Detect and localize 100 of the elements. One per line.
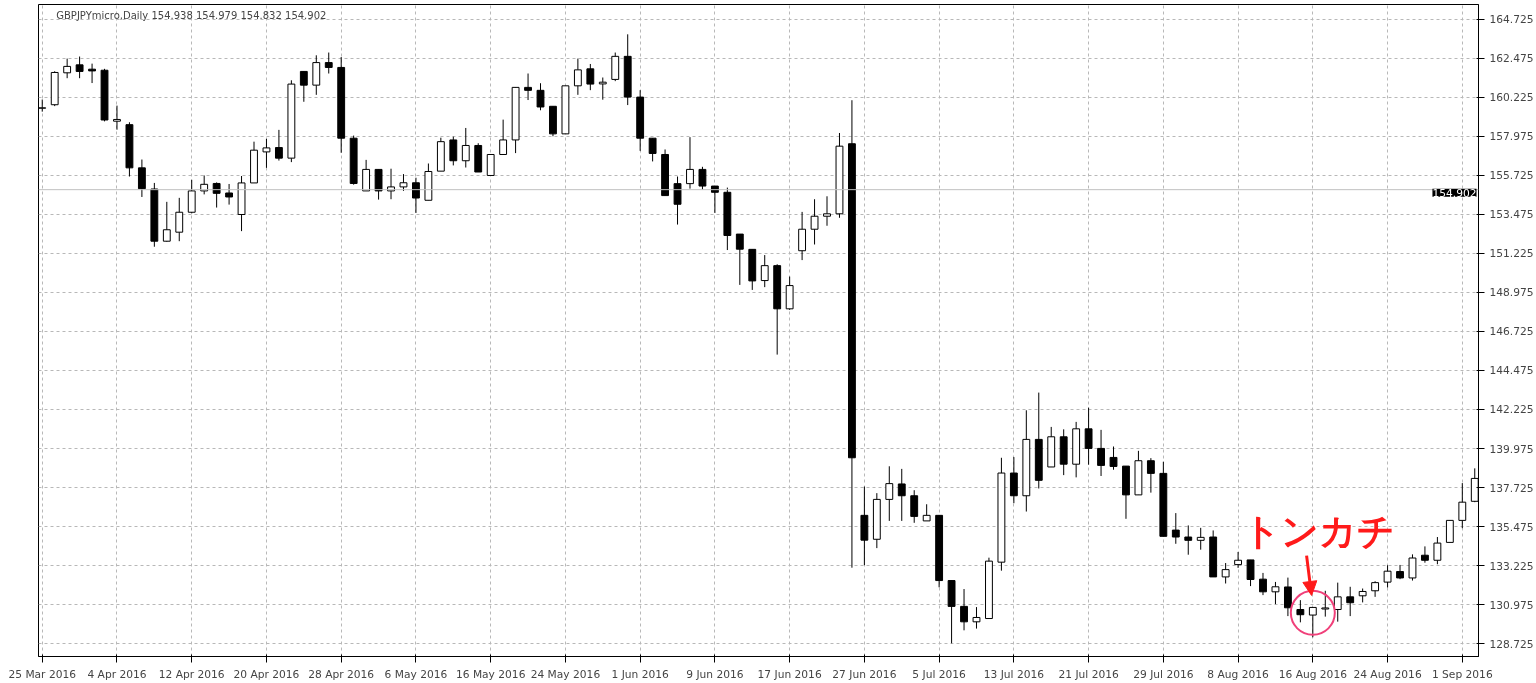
candlestick xyxy=(673,176,682,226)
y-tick-label: 135.475 xyxy=(1489,520,1534,534)
candlestick xyxy=(1408,553,1417,582)
candlestick xyxy=(1333,582,1342,623)
candlestick xyxy=(63,58,72,79)
candlestick xyxy=(412,177,420,214)
candlestick xyxy=(88,63,96,84)
candlestick xyxy=(113,105,121,131)
y-tick-label: 133.225 xyxy=(1489,559,1534,573)
candlestick xyxy=(1234,551,1243,569)
x-tick-label: 8 Aug 2016 xyxy=(1207,667,1270,681)
candlestick xyxy=(1184,524,1193,556)
candlestick xyxy=(374,168,383,201)
candlestick xyxy=(536,82,545,111)
x-tick-label: 27 Jun 2016 xyxy=(832,667,897,681)
candlestick xyxy=(75,56,84,79)
candlestick xyxy=(1271,581,1280,605)
y-tick-label: 142.225 xyxy=(1489,403,1534,417)
candlestick xyxy=(1196,527,1205,551)
candlestick xyxy=(1259,572,1267,596)
x-tick-label: 17 Jun 2016 xyxy=(757,667,822,681)
candlestick xyxy=(598,77,607,101)
candlestick xyxy=(698,166,707,191)
candlestick xyxy=(1283,577,1292,617)
x-tick-label: 16 Aug 2016 xyxy=(1278,667,1348,681)
y-tick-label: 139.975 xyxy=(1489,442,1534,456)
candlestick xyxy=(274,129,283,162)
candlestick xyxy=(810,198,819,245)
y-tick-label: 160.225 xyxy=(1489,91,1534,105)
ref-line-label: 154.902 xyxy=(1432,186,1477,200)
x-tick-label: 6 May 2016 xyxy=(384,667,448,681)
x-tick-label: 25 Mar 2016 xyxy=(8,667,77,681)
x-tick-label: 24 May 2016 xyxy=(530,667,601,681)
y-tick-label: 128.725 xyxy=(1489,637,1534,651)
candlestick xyxy=(785,276,794,311)
candlestick xyxy=(461,127,470,168)
candlestick xyxy=(1246,559,1255,587)
candlestick xyxy=(486,153,495,176)
candlestick xyxy=(573,58,582,96)
candlestick xyxy=(823,195,831,227)
candlestick xyxy=(1097,429,1105,477)
x-tick-label: 4 Apr 2016 xyxy=(87,667,147,681)
candlestick xyxy=(162,201,171,243)
x-tick-label: 12 Apr 2016 xyxy=(158,667,225,681)
candlestick xyxy=(1383,564,1392,588)
x-tick-label: 5 Jul 2016 xyxy=(912,667,967,681)
candlestick xyxy=(1221,562,1230,584)
candlestick xyxy=(960,588,968,631)
y-tick-label: 148.975 xyxy=(1489,286,1534,300)
candlestick xyxy=(798,211,807,261)
candlestick xyxy=(1321,590,1330,618)
y-tick-label: 155.725 xyxy=(1489,169,1534,183)
candlestick xyxy=(1445,519,1454,543)
candlestick xyxy=(735,233,744,286)
candlestick xyxy=(1171,512,1180,545)
candlestick xyxy=(1346,586,1355,617)
y-tick-label: 162.475 xyxy=(1489,52,1534,66)
candlestick xyxy=(262,138,271,169)
candlestick xyxy=(1421,545,1429,564)
candlestick xyxy=(710,185,719,214)
y-tick-label: 164.725 xyxy=(1489,13,1534,27)
candlestick xyxy=(897,468,906,522)
candlestick xyxy=(760,254,769,288)
candlestick xyxy=(362,159,371,192)
candlestick xyxy=(1009,456,1018,504)
candlestick xyxy=(187,179,196,214)
candlestick xyxy=(175,197,184,242)
text: GBPJPYmicro,Daily 154.938 154.979 154.832 154.902 xyxy=(56,9,327,21)
candlestick xyxy=(1433,536,1442,565)
y-tick-label: 137.725 xyxy=(1489,481,1534,495)
x-tick-label: 20 Apr 2016 xyxy=(233,667,300,681)
candlestick xyxy=(1146,457,1155,494)
x-tick-label: 9 Jun 2016 xyxy=(686,667,744,681)
x-tick-label: 29 Jul 2016 xyxy=(1133,667,1194,681)
candlestick xyxy=(648,137,657,162)
y-tick-label: 144.475 xyxy=(1489,364,1534,378)
candlestick xyxy=(449,136,458,166)
candlestick xyxy=(137,159,146,198)
candlestick xyxy=(212,181,221,209)
candlestick xyxy=(910,489,919,524)
candlestick xyxy=(885,465,894,522)
annotation: トンカチ xyxy=(1242,508,1395,553)
candlestick xyxy=(972,606,981,630)
candlestick xyxy=(312,54,321,96)
candlestick xyxy=(225,183,234,206)
candlestick xyxy=(611,52,620,82)
y-tick-label: 151.225 xyxy=(1489,247,1534,261)
candlestick xyxy=(1308,606,1317,638)
candlestick xyxy=(1296,599,1305,623)
x-tick-label: 1 Sep 2016 xyxy=(1431,667,1493,681)
candlestick xyxy=(586,63,595,91)
y-tick-label: 153.475 xyxy=(1489,208,1534,222)
x-tick-label: 16 May 2016 xyxy=(455,667,526,681)
x-tick-label: 1 Jun 2016 xyxy=(611,667,670,681)
candlestick xyxy=(324,52,333,75)
candlestick xyxy=(1458,482,1467,529)
candlestick xyxy=(1109,446,1118,471)
candlestick xyxy=(524,73,532,101)
candlestick xyxy=(499,119,508,155)
candlestick xyxy=(1084,407,1093,466)
